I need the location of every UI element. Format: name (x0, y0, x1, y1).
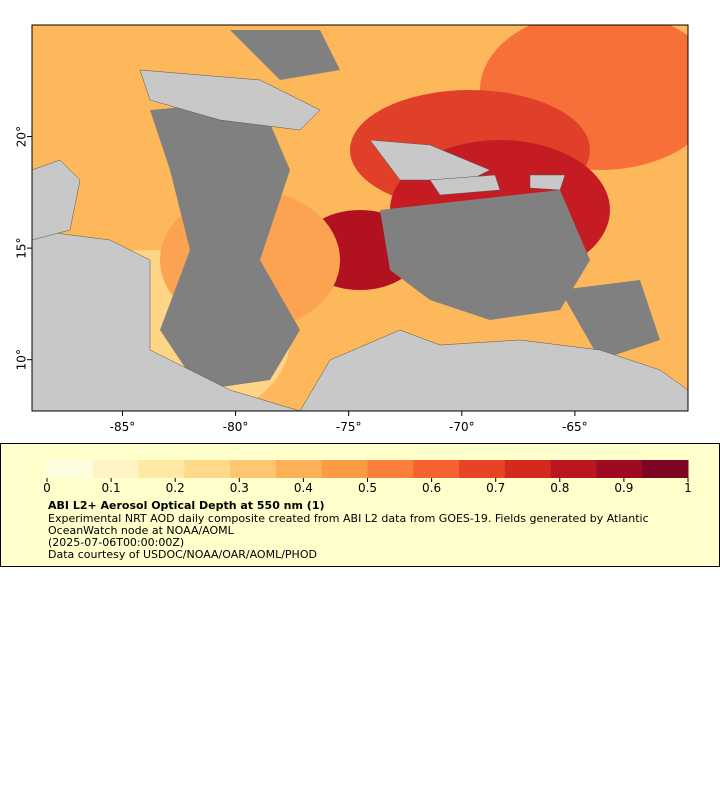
colorbar-swatch (230, 460, 277, 478)
colorbar-swatch (504, 460, 552, 478)
x-tick-label: -70° (449, 420, 475, 434)
colorbar-tick-label: 0.5 (358, 481, 377, 495)
colorbar-swatch (642, 460, 689, 478)
colorbar-tick-label: 1 (684, 481, 692, 495)
y-tick-label: 20° (15, 126, 29, 147)
legend-description: Experimental NRT AOD daily composite cre… (48, 512, 649, 537)
colorbar-tick-label: 0.3 (230, 481, 249, 495)
colorbar-swatch (321, 460, 368, 478)
colorbar-tick-label: 0.7 (486, 481, 505, 495)
legend-credit: Data courtesy of USDOC/NOAA/OAR/AOML/PHO… (48, 548, 317, 561)
x-tick-label: -65° (562, 420, 588, 434)
colorbar-swatch (596, 460, 643, 478)
legend-time: (2025-07-06T00:00:00Z) (48, 536, 185, 549)
colorbar-tick-label: 0.2 (166, 481, 185, 495)
colorbar-tick-label: 0.8 (550, 481, 569, 495)
colorbar-swatch (275, 460, 323, 478)
colorbar-swatch (47, 460, 94, 478)
no-data (150, 30, 660, 390)
colorbar-tick-label: 0.4 (294, 481, 313, 495)
colorbar-swatch (92, 460, 140, 478)
colorbar-swatch (138, 460, 185, 478)
colorbar-tick-label: 0.6 (422, 481, 441, 495)
colorbar-swatch (184, 460, 231, 478)
x-tick-label: -85° (110, 420, 136, 434)
colorbar-swatch (459, 460, 506, 478)
y-tick-label: 10° (15, 349, 29, 370)
x-tick-label: -80° (223, 420, 249, 434)
map-imagery (32, 25, 688, 411)
legend-title: ABI L2+ Aerosol Optical Depth at 550 nm … (48, 499, 325, 512)
colorbar-swatch (413, 460, 460, 478)
colorbar-swatch (367, 460, 414, 478)
colorbar-swatch (550, 460, 597, 478)
map-frame (31, 24, 689, 412)
colorbar-tick-label: 0.1 (102, 481, 121, 495)
y-tick-label: 15° (15, 237, 29, 258)
land (32, 69, 688, 411)
colorbar-tick-label: 0.9 (614, 481, 633, 495)
colorbar-tick-label: 0 (43, 481, 51, 495)
x-tick-label: -75° (336, 420, 362, 434)
